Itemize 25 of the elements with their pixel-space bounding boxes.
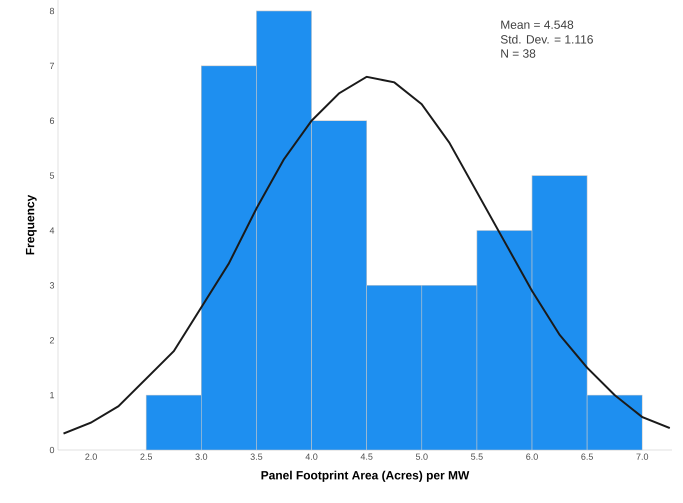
x-tick-label: 6.0 [526,454,538,460]
y-tick-label: 3 [50,282,54,289]
y-tick-label: 5 [50,172,54,179]
x-tick-label: 2.5 [140,454,152,460]
y-axis-title: Frequency [26,194,37,254]
x-tick-label: 7.0 [636,454,648,460]
y-tick-label: 2 [50,337,54,344]
y-tick-label: 0 [50,446,54,454]
x-tick-label: 5.5 [471,454,483,460]
y-tick-label: 8 [50,8,54,14]
y-tick-label: 7 [50,62,54,69]
x-tick-label: 3.5 [250,454,262,460]
x-tick-label: 4.0 [306,454,318,460]
annotation: N = 38 [501,49,536,58]
x-tick-label: 2.0 [85,454,97,460]
x-axis-title: Panel Footprint Area (Acres) per MW [262,470,470,482]
y-tick-label: 4 [50,227,54,234]
y-tick-label: 1 [50,392,54,398]
x-tick-label: 5.0 [416,454,428,460]
annotation: Mean = 4.548 [501,20,574,29]
y-tick-label: 6 [50,118,54,124]
x-tick-label: 6.5 [581,454,593,460]
x-tick-label: 4.5 [360,454,373,460]
x-tick-label: 3.0 [195,454,208,460]
annotation: Std. Dev. = 1.116 [500,34,593,44]
